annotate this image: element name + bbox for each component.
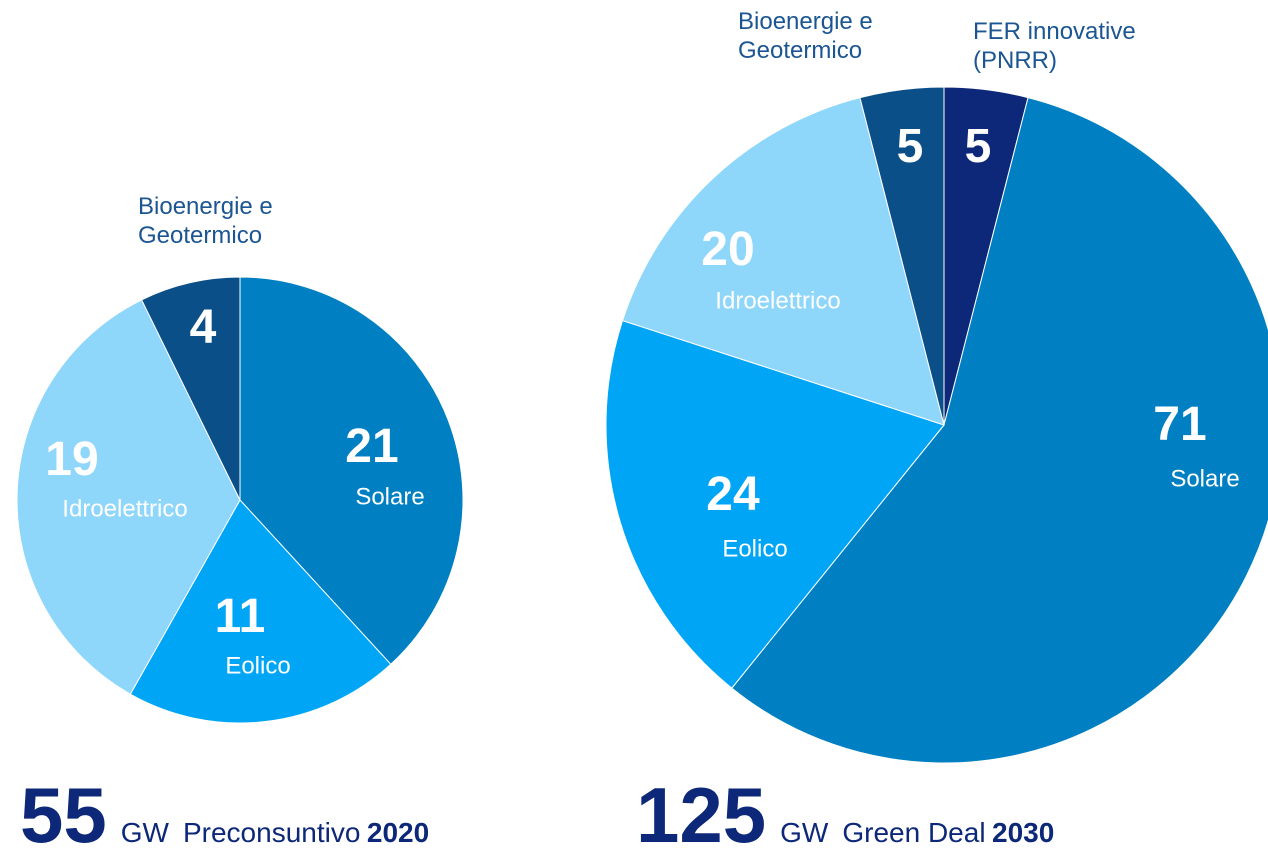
scenario: Green Deal bbox=[842, 817, 986, 848]
value-label: 11 bbox=[214, 590, 266, 644]
category-label: Solare bbox=[1170, 465, 1240, 493]
pie-slice bbox=[239, 276, 464, 665]
year: 2030 bbox=[992, 817, 1055, 848]
pie-slice bbox=[621, 97, 945, 426]
category-label: Eolico bbox=[722, 535, 788, 563]
category-label: Solare bbox=[355, 483, 425, 511]
value-label: 19 bbox=[45, 433, 99, 487]
category-label: Idroelettrico bbox=[62, 495, 188, 523]
category-label: Bioenergie e Geotermico bbox=[138, 193, 273, 249]
value-label: 24 bbox=[706, 468, 760, 522]
category-label: Eolico bbox=[225, 652, 291, 680]
pie-slice bbox=[140, 276, 241, 501]
pie-slice bbox=[16, 299, 241, 695]
unit: GW bbox=[780, 817, 829, 848]
category-label: Bioenergie e Geotermico bbox=[738, 8, 873, 64]
pie-slice bbox=[731, 97, 1268, 764]
value-label: 21 bbox=[345, 420, 399, 474]
total: 125 bbox=[636, 771, 767, 859]
category-label: FER innovative (PNRR) bbox=[973, 18, 1136, 74]
total-block: 55 GW Preconsuntivo 2020 bbox=[20, 770, 429, 861]
pie-slice bbox=[859, 86, 945, 426]
value-label: 20 bbox=[701, 223, 755, 277]
value-label: 4 bbox=[189, 301, 217, 355]
category-label: Idroelettrico bbox=[715, 287, 841, 315]
year: 2020 bbox=[366, 817, 430, 848]
value-label: 5 bbox=[896, 120, 924, 174]
total: 55 bbox=[20, 771, 107, 859]
scenario: Preconsuntivo bbox=[182, 817, 361, 848]
total-block: 125 GW Green Deal 2030 bbox=[636, 770, 1054, 861]
value-label: 71 bbox=[1153, 398, 1207, 452]
pie-slice bbox=[605, 319, 945, 689]
unit: GW bbox=[120, 817, 169, 848]
value-label: 5 bbox=[964, 120, 992, 174]
pie-slice bbox=[129, 499, 392, 724]
